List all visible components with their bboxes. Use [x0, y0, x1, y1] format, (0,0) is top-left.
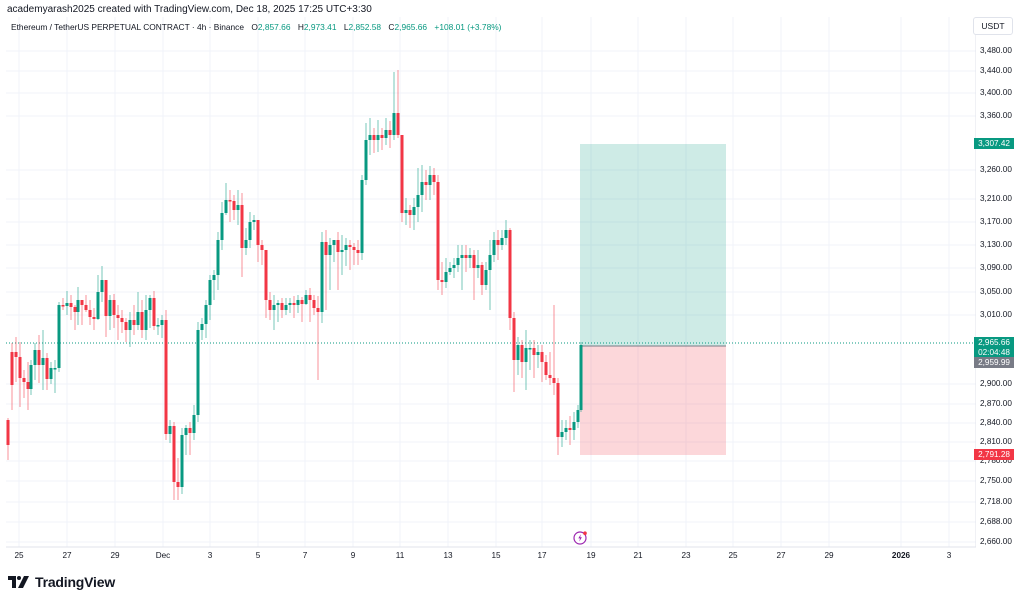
- time-tick: 29: [824, 551, 834, 560]
- time-tick: 25: [14, 551, 24, 560]
- price-tick: 3,360.00: [980, 111, 1012, 120]
- chart-plot-area[interactable]: [0, 0, 976, 565]
- last-price-label: 2,965.66: [974, 337, 1014, 348]
- time-tick: 25: [728, 551, 738, 560]
- time-tick: 19: [586, 551, 596, 560]
- high-value: 2,973.41: [303, 22, 337, 32]
- high-label: H: [297, 22, 304, 32]
- price-tick: 2,780.00: [980, 456, 1012, 465]
- price-tick: 3,010.00: [980, 310, 1012, 319]
- time-tick: 3: [946, 551, 952, 560]
- price-tick: 2,840.00: [980, 418, 1012, 427]
- time-tick: 21: [633, 551, 643, 560]
- price-tick: 3,170.00: [980, 217, 1012, 226]
- price-tick: 2,718.00: [980, 497, 1012, 506]
- price-tick: 3,050.00: [980, 287, 1012, 296]
- time-tick: 27: [776, 551, 786, 560]
- bar-countdown-label: 02:04:48: [974, 347, 1014, 358]
- time-tick: 5: [255, 551, 261, 560]
- time-tick: 9: [350, 551, 356, 560]
- grid-lines: [6, 17, 976, 548]
- price-tick: 3,210.00: [980, 194, 1012, 203]
- time-tick: 13: [443, 551, 453, 560]
- symbol-legend: Ethereum / TetherUS PERPETUAL CONTRACT ·…: [11, 22, 501, 32]
- price-tick: 3,400.00: [980, 88, 1012, 97]
- time-tick: 29: [110, 551, 120, 560]
- tradingview-logo-icon: [8, 576, 29, 588]
- time-tick: 11: [395, 551, 405, 560]
- time-tick: 23: [681, 551, 691, 560]
- chart-credit: academyarash2025 created with TradingVie…: [7, 4, 372, 15]
- currency-unit-button[interactable]: USDT: [973, 17, 1013, 35]
- take-profit-price-label: 3,307.42: [974, 138, 1014, 149]
- price-tick: 2,810.00: [980, 437, 1012, 446]
- price-tick: 2,870.00: [980, 399, 1012, 408]
- lightning-event-icon[interactable]: [573, 530, 588, 545]
- long-position-tool[interactable]: [580, 144, 726, 455]
- time-tick: 17: [537, 551, 547, 560]
- close-value: 2,965.66: [394, 22, 428, 32]
- loss-zone: [580, 346, 726, 455]
- close-label: C: [388, 22, 395, 32]
- price-tick: 2,900.00: [980, 379, 1012, 388]
- symbol-name[interactable]: Ethereum / TetherUS PERPETUAL CONTRACT ·…: [11, 22, 245, 32]
- price-tick: 3,130.00: [980, 240, 1012, 249]
- price-tick: 3,260.00: [980, 165, 1012, 174]
- tradingview-logo-text: TradingView: [35, 574, 116, 590]
- time-tick: 7: [302, 551, 308, 560]
- candlestick-series: [6, 70, 583, 500]
- time-tick: Dec: [155, 551, 171, 560]
- time-tick: 2026: [891, 551, 911, 560]
- stop-loss-price-label: 2,791.28: [974, 449, 1014, 460]
- open-value: 2,857.66: [257, 22, 291, 32]
- entry-price-label: 2,959.99: [974, 357, 1014, 368]
- low-label: L: [343, 22, 349, 32]
- price-tick: 3,480.00: [980, 46, 1012, 55]
- price-tick: 2,688.00: [980, 517, 1012, 526]
- time-tick: 3: [207, 551, 213, 560]
- price-tick: 2,660.00: [980, 537, 1012, 546]
- price-tick: 3,440.00: [980, 66, 1012, 75]
- change-value: +108.01 (+3.78%): [434, 22, 502, 32]
- tradingview-logo: TradingView: [8, 574, 115, 590]
- profit-zone: [580, 144, 726, 346]
- price-tick: 2,750.00: [980, 476, 1012, 485]
- price-tick: 3,090.00: [980, 263, 1012, 272]
- time-tick: 27: [62, 551, 72, 560]
- low-value: 2,852.58: [348, 22, 382, 32]
- time-tick: 15: [491, 551, 501, 560]
- open-label: O: [251, 22, 258, 32]
